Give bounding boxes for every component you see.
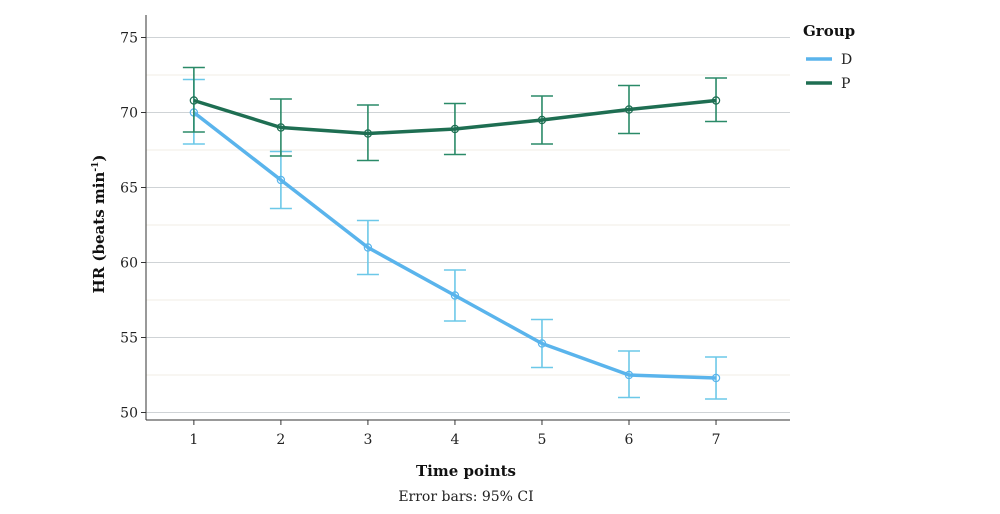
data-point-D bbox=[276, 175, 286, 185]
data-point-P bbox=[537, 115, 547, 125]
data-point-P bbox=[189, 96, 199, 105]
y-tick-label: 70 bbox=[120, 106, 138, 122]
gridlines bbox=[146, 37, 790, 413]
x-tick-label: 5 bbox=[538, 432, 547, 448]
series-line-D bbox=[192, 111, 717, 380]
legend-item-P: P bbox=[806, 76, 850, 92]
data-point-D bbox=[450, 291, 460, 300]
data-point-P bbox=[711, 96, 721, 105]
y-tick-label: 65 bbox=[120, 181, 138, 197]
data-point-P bbox=[363, 129, 373, 138]
y-tick-label: 75 bbox=[120, 31, 138, 47]
x-tick-label: 6 bbox=[625, 432, 634, 448]
series-line-P bbox=[193, 98, 717, 136]
x-tick-label: 3 bbox=[363, 432, 372, 448]
y-tick-label: 55 bbox=[120, 331, 138, 347]
legend: Group DP bbox=[803, 22, 855, 92]
error-bar-P bbox=[705, 77, 728, 123]
x-tick-label: 7 bbox=[712, 432, 721, 448]
data-point-D bbox=[711, 373, 721, 383]
y-axis-title-close: ) bbox=[90, 155, 108, 162]
x-tick-label: 4 bbox=[450, 432, 459, 448]
error-bar-note: Error bars: 95% CI bbox=[398, 489, 533, 505]
y-tick-label: 60 bbox=[120, 256, 138, 272]
legend-item-D: D bbox=[806, 52, 852, 68]
y-axis-title-main: HR (beats min bbox=[90, 172, 108, 294]
legend-label: D bbox=[841, 52, 852, 68]
tick-labels: 50 55 60 65 70 75 1 2 3 4 5 6 7 bbox=[120, 31, 720, 449]
y-axis-title: HR (beats min-1) bbox=[90, 155, 108, 294]
data-point-P bbox=[624, 105, 634, 114]
x-tick-label: 1 bbox=[189, 432, 198, 448]
data-point-D bbox=[624, 370, 634, 380]
legend-title: Group bbox=[803, 22, 855, 40]
x-tick-label: 2 bbox=[276, 432, 285, 448]
series-P bbox=[182, 66, 728, 162]
data-point-D bbox=[537, 339, 547, 348]
series bbox=[182, 66, 728, 400]
axes bbox=[145, 15, 790, 421]
series-D bbox=[182, 78, 728, 400]
legend-label: P bbox=[841, 76, 850, 92]
error-bar-P bbox=[182, 66, 205, 133]
y-tick-label: 50 bbox=[120, 406, 138, 422]
data-point-P bbox=[450, 124, 460, 134]
x-axis-title: Time points bbox=[416, 462, 516, 480]
data-point-P bbox=[276, 123, 286, 132]
legend-items: DP bbox=[806, 52, 852, 92]
y-axis-title-superscript: -1 bbox=[91, 162, 101, 172]
data-point-D bbox=[363, 243, 373, 252]
